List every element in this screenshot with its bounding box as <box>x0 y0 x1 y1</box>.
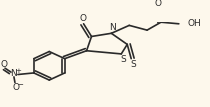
Text: S: S <box>130 60 136 69</box>
Text: N: N <box>10 69 17 78</box>
Text: +: + <box>15 68 21 74</box>
Text: N: N <box>109 23 116 32</box>
Text: O: O <box>0 60 8 69</box>
Text: −: − <box>17 82 23 88</box>
Text: O: O <box>79 14 86 23</box>
Text: S: S <box>120 55 126 64</box>
Text: O: O <box>155 0 161 8</box>
Text: OH: OH <box>188 19 202 28</box>
Text: O: O <box>12 83 20 92</box>
